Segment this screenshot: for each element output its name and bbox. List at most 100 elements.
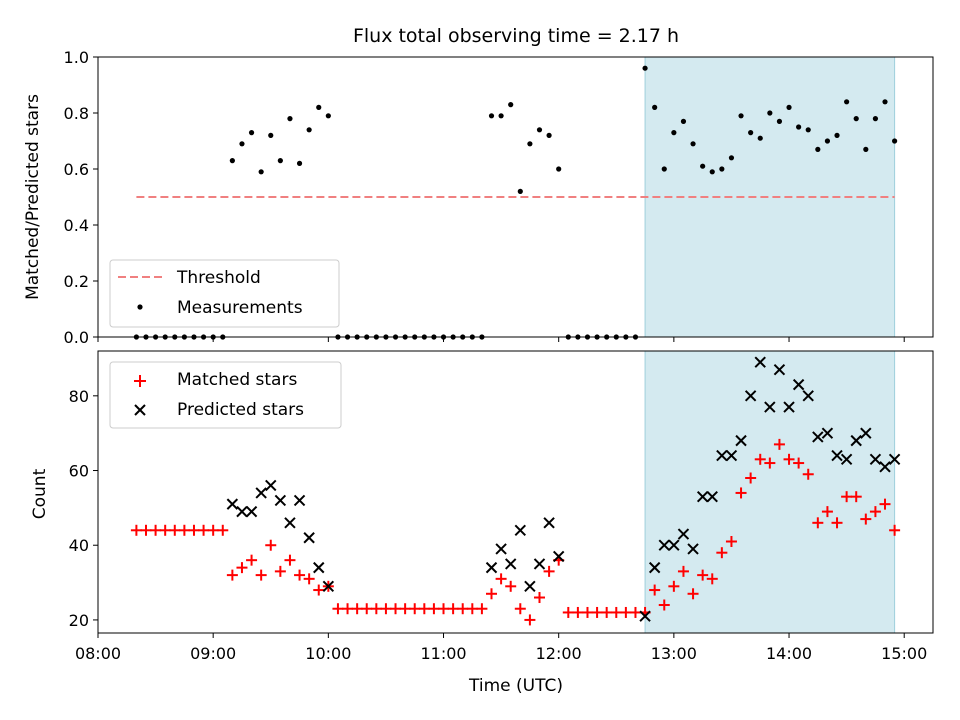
predicted-star-point	[524, 580, 536, 593]
top-y-axis-label: Matched/Predicted stars	[23, 94, 43, 300]
measurement-point	[498, 113, 504, 119]
matched-star-point	[284, 554, 296, 566]
matched-star-point	[495, 573, 507, 585]
matched-stars-legend-swatch	[134, 375, 146, 387]
predicted-star-point	[255, 487, 267, 499]
matched-star-point	[543, 565, 555, 577]
top-shaded-region	[644, 56, 896, 338]
predicted-star-point	[831, 449, 843, 462]
matched-star-point	[514, 603, 526, 615]
predicted-stars-legend-label: Predicted stars	[177, 400, 304, 420]
measurement-point	[719, 166, 725, 172]
matched-star-point	[486, 588, 498, 600]
predicted-star-point	[754, 356, 766, 368]
matched-star-point	[255, 569, 267, 581]
predicted-star-point	[245, 505, 258, 518]
measurement-point	[757, 135, 763, 141]
matched-star-point	[793, 457, 805, 469]
matched-star-point	[150, 524, 162, 536]
measurement-point	[767, 110, 773, 116]
matched-star-point	[562, 606, 574, 618]
matched-star-point	[677, 565, 689, 577]
predicted-star-point	[514, 524, 527, 536]
matched-star-point	[841, 491, 853, 503]
matched-star-point	[236, 562, 248, 574]
matched-star-point	[399, 603, 411, 615]
predicted-star-point	[265, 479, 277, 492]
measurement-point	[296, 160, 303, 166]
predicted-star-point	[284, 517, 296, 529]
matched-star-point	[591, 606, 603, 618]
matched-stars-points	[130, 438, 901, 626]
matched-star-point	[418, 603, 430, 615]
predicted-star-point	[802, 390, 814, 402]
top-y-tick-label: 0.0	[64, 328, 89, 347]
measurement-point	[872, 116, 879, 122]
predicted-star-point	[879, 461, 891, 473]
matched-star-point	[390, 603, 402, 615]
matched-star-point	[889, 524, 901, 536]
bottom-y-tick-label: 60	[69, 462, 89, 481]
predicted-star-point	[504, 558, 517, 570]
predicted-star-point	[226, 498, 239, 510]
matched-stars-legend-label: Matched stars	[177, 370, 297, 390]
x-tick-label: 14:00	[766, 644, 812, 663]
measurement-point	[239, 141, 245, 147]
measurement-point	[863, 146, 869, 152]
predicted-star-point	[658, 539, 670, 551]
predicted-star-point	[552, 550, 565, 563]
predicted-star-point	[773, 363, 786, 376]
threshold-legend-label: Threshold	[176, 268, 261, 288]
matched-star-point	[620, 606, 632, 618]
top-panel: 0.0 0.2 0.4 0.6 0.8 1.0 Matched/Predicted sta…	[23, 48, 934, 347]
x-tick-label: 11:00	[420, 644, 466, 663]
matched-star-point	[831, 517, 843, 529]
x-tick-label: 12:00	[536, 644, 582, 663]
measurement-point	[680, 118, 687, 124]
matched-star-point	[332, 603, 344, 615]
matched-star-point	[610, 606, 622, 618]
measurement-point	[892, 138, 898, 144]
matched-star-point	[188, 524, 200, 536]
matched-star-point	[821, 506, 833, 518]
predicted-star-point	[639, 610, 651, 622]
matched-star-point	[850, 491, 862, 503]
bottom-y-tick-label: 80	[69, 387, 89, 406]
predicted-star-point	[322, 580, 335, 593]
matched-star-point	[745, 472, 757, 484]
matched-star-point	[207, 524, 219, 536]
measurement-point	[306, 127, 312, 133]
top-axes-frame	[97, 56, 934, 338]
measurements-legend-swatch	[137, 304, 143, 310]
matched-star-point	[428, 603, 440, 615]
predicted-star-point	[869, 453, 882, 466]
matched-star-point	[572, 606, 584, 618]
bottom-y-axis: 20 40 60 80	[69, 387, 98, 630]
matched-star-point	[879, 498, 891, 510]
measurement-point	[709, 169, 715, 175]
predicted-star-point	[543, 517, 555, 529]
matched-star-point	[380, 603, 392, 615]
matched-star-point	[265, 539, 277, 551]
predicted-star-point	[744, 390, 757, 402]
matched-star-point	[754, 453, 766, 465]
matched-star-point	[361, 603, 373, 615]
matched-star-point	[812, 517, 824, 529]
predicted-star-point	[677, 528, 690, 540]
matched-star-point	[773, 438, 785, 450]
matched-star-point	[303, 573, 315, 585]
matched-star-point	[351, 603, 363, 615]
measurement-point	[316, 104, 322, 110]
matched-star-point	[725, 535, 737, 547]
predicted-star-point	[485, 561, 498, 574]
predicted-star-point	[313, 561, 325, 574]
predicted-star-point	[687, 543, 699, 555]
x-tick-label: 09:00	[190, 644, 236, 663]
measurement-point	[517, 188, 523, 194]
matched-star-point	[658, 599, 670, 611]
bottom-y-tick-label: 40	[69, 536, 89, 555]
predicted-star-point	[293, 494, 306, 507]
measurement-point	[536, 127, 543, 133]
predicted-star-point	[764, 401, 776, 413]
